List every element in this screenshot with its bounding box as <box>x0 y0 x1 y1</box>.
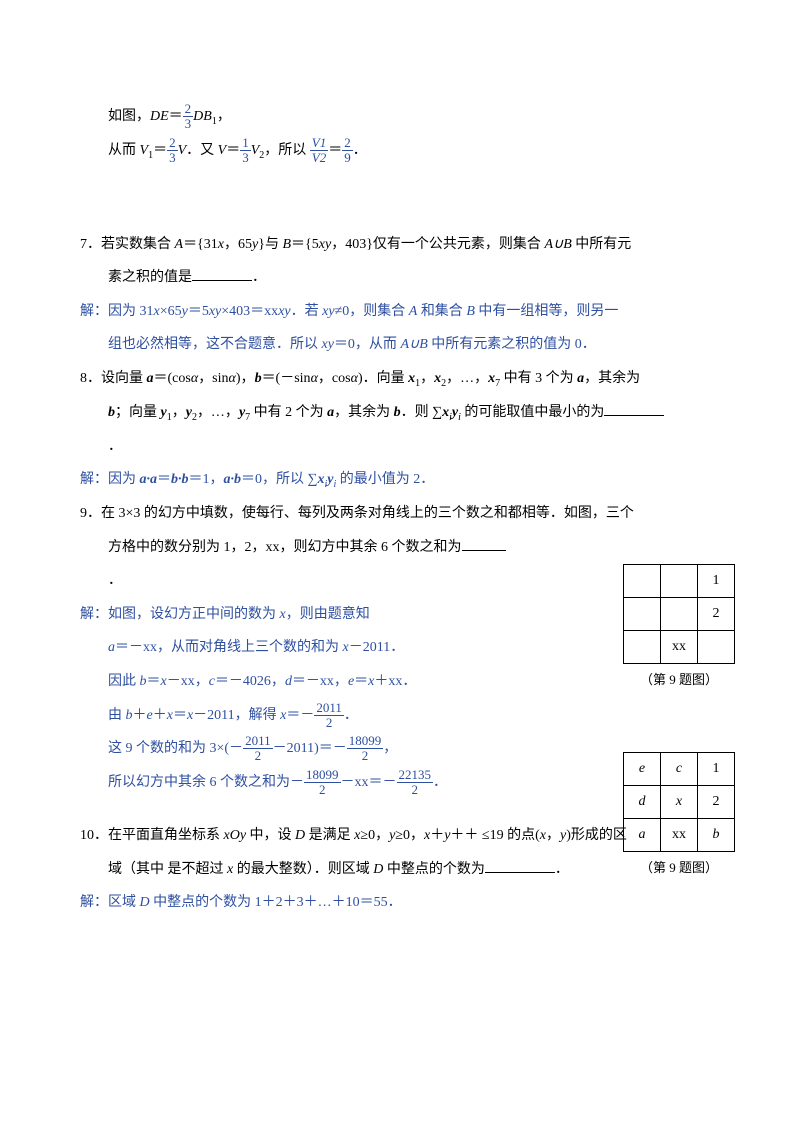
q7-stem: 7．若实数集合 A＝{31x，65y}与 B＝{5xy，403}仅有一个公共元素… <box>80 228 740 262</box>
q7-solution-1: 解：因为 31x×65y＝5xy×403＝xxxy．若 xy≠0，则集合 A 和… <box>80 295 740 329</box>
q10-solution: 解：区域 D 中整点的个数为 1＋2＋3＋…＋10＝55． <box>80 886 740 920</box>
q8-stem-1: 8．设向量 a＝(cosα，sinα)，b＝(－sinα，cosα)．向量 x1… <box>80 362 740 396</box>
q9-caption-2: （第 9 题图） <box>623 852 735 883</box>
q9-caption-1: （第 9 题图） <box>623 664 735 695</box>
q10-blank <box>485 872 555 873</box>
q9-stem-2: 方格中的数分别为 1，2，xx，则幻方中其余 6 个数之和为 <box>80 531 740 565</box>
q9-stem-1: 9．在 3×3 的幻方中填数，使每行、每列及两条对角线上的三个数之和都相等．如图… <box>80 497 740 531</box>
q8-blank <box>604 415 664 416</box>
q9-grid-1: 1 2 xx <box>623 564 735 664</box>
q9-blank <box>462 550 506 551</box>
q9-grid-2: ec1 dx2 axxb <box>623 752 735 852</box>
q7-stem-2: 素之积的值是． <box>80 261 740 295</box>
q7-blank <box>192 280 252 281</box>
solution-line-6a: 如图，DE＝23DB1， <box>80 100 740 134</box>
q9-sol-4: 由 b＋e＋x＝x－2011，解得 x＝－20112． <box>80 699 740 733</box>
q8-stem-2: b；向量 y1，y2，…，y7 中有 2 个为 a，其余为 b．则 ∑xiyi … <box>80 396 740 430</box>
solution-line-6b: 从而 V1＝23V．又 V＝13V2，所以 V1V2＝29． <box>80 134 740 168</box>
q8-stem-3: ． <box>80 430 740 464</box>
q7-solution-2: 组也必然相等，这不合题意．所以 xy＝0，从而 A∪B 中所有元素之积的值为 0… <box>80 328 740 362</box>
q8-solution: 解：因为 a·a＝b·b＝1，a·b＝0，所以 ∑xiyi 的最小值为 2． <box>80 463 740 497</box>
